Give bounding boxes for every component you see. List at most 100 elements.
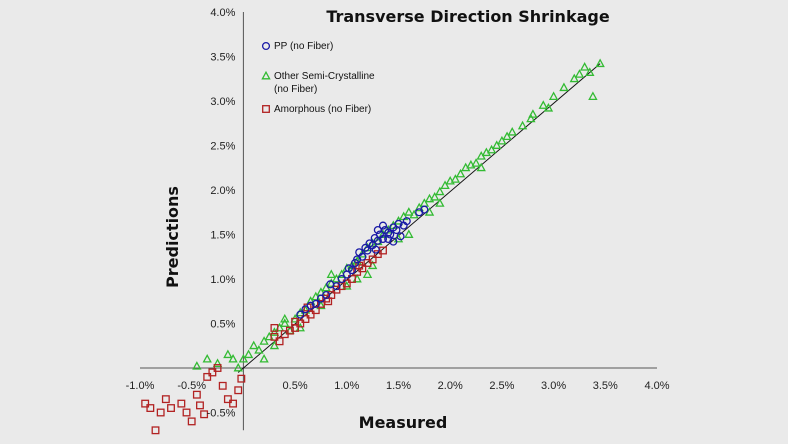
circle-point [394, 219, 403, 228]
x-tick-label: 1.0% [334, 380, 359, 392]
square-point [291, 317, 300, 326]
square-point [200, 410, 209, 419]
square-point [151, 426, 160, 435]
square-point [301, 315, 310, 323]
legend-marker-circle [261, 41, 271, 51]
x-tick-label: -1.0% [126, 380, 155, 392]
legend-label: PP (no Fiber) [274, 41, 333, 52]
triangle-point [243, 349, 254, 359]
legend-label: Other Semi-Crystalline (no Fiber) [274, 71, 375, 95]
triangle-point [233, 362, 243, 372]
x-tick-label: 4.0% [644, 380, 669, 392]
y-tick-label: 3.0% [210, 96, 235, 108]
circle-point [402, 217, 411, 226]
triangle-point [455, 168, 466, 178]
triangle-point [326, 269, 336, 279]
triangle-point [588, 91, 598, 100]
square-point [213, 364, 222, 372]
circle-point [322, 290, 331, 300]
y-tick-label: 1.5% [210, 230, 235, 242]
circle-point [373, 226, 382, 235]
circle-point [306, 301, 315, 310]
triangle-point [393, 233, 404, 243]
circle-point [378, 221, 388, 230]
triangle-point [538, 100, 548, 109]
square-point [218, 381, 227, 390]
circle-point [371, 245, 380, 254]
triangle-point [254, 345, 264, 354]
square-point [141, 399, 150, 408]
circle-point [378, 234, 388, 244]
x-axis-label: Measured [359, 413, 448, 432]
triangle-point [559, 82, 569, 92]
triangle-point [311, 291, 321, 301]
triangle-point [202, 353, 212, 363]
x-tick-label: 3.0% [541, 380, 566, 392]
triangle-point [486, 144, 497, 154]
y-tick-label: 4.0% [210, 7, 235, 19]
circle-point [337, 274, 346, 284]
x-tick-label: -0.5% [177, 380, 206, 392]
x-tick-label: 2.5% [489, 380, 514, 392]
square-point [229, 399, 238, 408]
triangle-point [249, 340, 259, 350]
circle-point [296, 310, 305, 319]
triangle-point [280, 318, 290, 327]
circle-point [358, 252, 367, 261]
x-tick-label: 0.5% [283, 380, 308, 392]
square-point [270, 323, 279, 332]
triangle-point [517, 120, 528, 130]
circle-point [396, 232, 405, 241]
x-tick-label: 3.5% [593, 380, 618, 392]
triangle-point [574, 69, 585, 78]
legend-marker-square [262, 105, 270, 113]
square-point [208, 368, 217, 377]
square-point [368, 255, 377, 264]
square-point [196, 401, 204, 410]
x-tick-label: 1.5% [386, 380, 411, 392]
triangle-point [269, 327, 280, 336]
triangle-point [440, 180, 450, 190]
square-point [187, 417, 196, 426]
triangle-point [228, 353, 238, 363]
y-tick-label: 1.0% [210, 274, 235, 286]
triangle-point [435, 186, 445, 196]
square-point [237, 374, 246, 383]
triangle-point [585, 67, 595, 76]
square-point [223, 395, 232, 404]
triangle-point [280, 313, 290, 323]
y-tick-label: 2.5% [210, 141, 235, 153]
circle-point [389, 237, 398, 246]
triangle-point [497, 135, 507, 145]
triangle-point [492, 140, 502, 149]
triangle-point [543, 102, 554, 112]
x-tick-label: 2.0% [438, 380, 463, 392]
triangle-point [362, 269, 373, 279]
triangle-point [404, 229, 414, 238]
square-point [234, 386, 243, 395]
y-tick-label: 0.5% [210, 319, 235, 331]
y-tick-label: 3.5% [210, 52, 235, 64]
triangle-point [238, 353, 249, 363]
chart-title: Transverse Direction Shrinkage [326, 7, 610, 26]
legend-marker-triangle [261, 70, 271, 80]
triangle-point [259, 353, 269, 363]
square-point [348, 275, 356, 283]
square-point [167, 404, 175, 412]
circle-point [420, 205, 429, 214]
square-point [146, 404, 155, 412]
triangle-point [223, 349, 233, 359]
triangle-point [595, 58, 605, 68]
square-point [203, 372, 212, 381]
triangle-point [352, 256, 362, 265]
square-point [177, 399, 186, 408]
circle-point [347, 266, 357, 275]
square-point [342, 279, 351, 288]
data-points [141, 58, 605, 435]
circle-point [363, 246, 372, 255]
circle-point [386, 230, 395, 239]
square-point [192, 390, 201, 399]
triangle-point [507, 126, 517, 136]
square-point [161, 395, 170, 404]
tick-labels: -1.0% -0.5% 0.5% 1.0% 1.5% 2.0% 2.5% 3.0% 3.5% 4.… [126, 7, 670, 420]
